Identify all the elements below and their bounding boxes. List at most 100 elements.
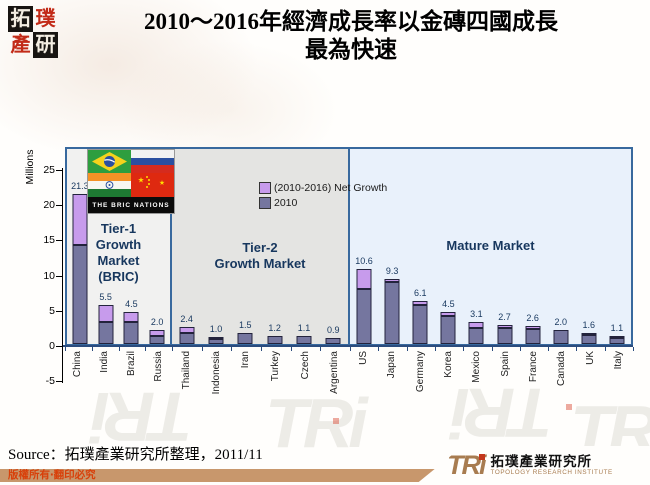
tier-title-line: Tier-1: [100, 221, 137, 236]
bar-segment-net-growth: [179, 327, 195, 333]
bar-segment-2010: [98, 321, 114, 344]
bar-value-label: 1.5: [239, 320, 252, 331]
chart-plot-area: Tier-1 Growth Market (BRIC) 21.3 5.5 4.5 2.0 Tie…: [65, 147, 633, 346]
stacked-bar-thailand: [179, 327, 195, 344]
bar-segment-2010: [149, 335, 165, 344]
legend-label: 2010: [274, 196, 298, 209]
bar-segment-net-growth: [525, 325, 541, 329]
bars-row: 10.6 9.3 6.1 4.5 3.1 2.7 2.6 2.0 1.6 1.1: [350, 149, 631, 344]
tier-title-line: Growth: [95, 237, 142, 252]
y-tick-label: 10: [43, 269, 55, 282]
x-tick: [519, 347, 521, 351]
tier-title-tier-2: Tier-2 Growth Market: [172, 240, 348, 272]
x-label-slot: China: [65, 351, 92, 415]
x-axis-ticks: [65, 347, 634, 352]
stacked-bar-czech: [296, 336, 312, 344]
tri-logo: TRi 拓璞產業研究所 TOPOLOGY RESEARCH INSTITUTE: [415, 446, 650, 485]
x-tick: [91, 347, 93, 351]
page-title-line1: 2010～2016年經濟成長率以金磚四國成長: [144, 9, 558, 34]
tier-title-line: (BRIC): [98, 269, 139, 284]
x-label-slot: Indonesia: [202, 351, 232, 415]
stacked-bar-indonesia: [208, 336, 224, 344]
russia-flag-icon: [131, 150, 174, 173]
x-label-slot: Spain: [491, 351, 519, 415]
x-label: Italy: [612, 351, 624, 370]
stacked-bar-india: [98, 305, 114, 344]
stacked-bar-argentina: [325, 337, 341, 344]
tier-title-line: Mature Market: [446, 238, 535, 253]
x-label: Korea: [443, 351, 455, 378]
tri-logo-acronym: TRi: [447, 452, 486, 479]
tri-logo-text: 拓璞產業研究所 TOPOLOGY RESEARCH INSTITUTE: [491, 454, 613, 477]
x-tick: [145, 347, 147, 351]
bar-value-label: 2.0: [150, 316, 164, 327]
logo-char: 拓: [8, 6, 33, 32]
x-axis-line: [63, 345, 633, 347]
bar-segment-2010: [237, 333, 253, 344]
y-tick-label: 15: [43, 234, 55, 247]
x-label: Spain: [499, 351, 511, 377]
tri-logo-red-dot: [478, 454, 485, 460]
bar-segment-net-growth: [581, 332, 597, 335]
x-label: Iran: [240, 351, 252, 369]
y-tick-label: 0: [49, 340, 55, 352]
bar-segment-2010: [609, 338, 625, 344]
bar-segment-2010: [356, 289, 372, 344]
logo-char: 產: [10, 34, 31, 56]
x-tick: [231, 347, 233, 351]
china-flag-icon: [131, 173, 174, 197]
page-title-line2: 最為快速: [305, 37, 397, 62]
topology-logo: 拓 璞 產 研: [8, 6, 58, 58]
bar-slot: 1.6: [575, 149, 603, 344]
x-label: Czech: [299, 351, 311, 380]
legend-label: (2010-2016) Net Growth: [274, 181, 388, 194]
x-label-slot: Canada: [548, 351, 576, 415]
x-label-slot: Iran: [231, 351, 261, 415]
bar-segment-2010: [497, 327, 513, 344]
x-label-slot: Brazil: [119, 351, 146, 415]
bar-slot: 1.1: [289, 149, 318, 344]
stacked-bar-canada: [553, 329, 569, 344]
legend-swatch: [259, 181, 271, 194]
bar-value-label: 1.1: [610, 323, 624, 334]
bar-segment-net-growth: [497, 325, 513, 328]
stacked-bar-brazil: [123, 312, 139, 344]
y-tick: [56, 381, 62, 383]
bar-value-label: 6.1: [413, 288, 427, 299]
bar-segment-net-growth: [208, 336, 224, 339]
bar-segment-2010: [525, 328, 541, 344]
stacked-bar-iran: [237, 333, 253, 344]
x-label-slot: Thailand: [172, 351, 202, 415]
x-tick: [118, 347, 120, 351]
stacked-bar-mexico: [468, 322, 484, 344]
bar-segment-2010: [325, 337, 341, 344]
y-tick-label: 5: [49, 304, 55, 317]
bar-segment-2010: [267, 335, 283, 344]
bric-flags: [88, 150, 174, 197]
x-label: France: [527, 351, 539, 383]
bar-slot: 6.1: [406, 149, 434, 344]
bars-row: 2.4 1.0 1.5 1.2 1.1 0.9: [172, 149, 348, 344]
panel-tier-2: Tier-2 Growth Market 2.4 1.0 1.5 1.2 1.1 0.9: [172, 147, 350, 346]
bar-slot: 1.0: [201, 149, 230, 344]
x-label-slot: Mexico: [463, 351, 491, 415]
x-label-group-mature: US Japan Germany Korea Mexico Spain France Cana…: [350, 351, 633, 415]
stacked-bar-japan: [384, 278, 400, 344]
x-label: Canada: [556, 351, 568, 387]
y-tick: [56, 205, 62, 207]
bar-segment-2010: [412, 305, 428, 344]
stacked-bar-russia: [149, 330, 165, 344]
bar-value-label: 1.1: [297, 323, 311, 334]
x-tick: [172, 347, 173, 351]
y-tick: [56, 346, 62, 347]
y-tick-label: 25: [43, 164, 55, 176]
x-label: Argentina: [329, 351, 341, 394]
bar-value-label: 10.6: [355, 256, 373, 267]
y-tick-label: 20: [43, 199, 55, 212]
x-label-slot: UK: [576, 351, 604, 415]
y-tick: [56, 240, 62, 242]
stacked-bar-china: [72, 194, 88, 344]
x-tick: [633, 347, 634, 351]
bar-segment-2010: [440, 315, 456, 344]
x-tick: [548, 347, 550, 351]
